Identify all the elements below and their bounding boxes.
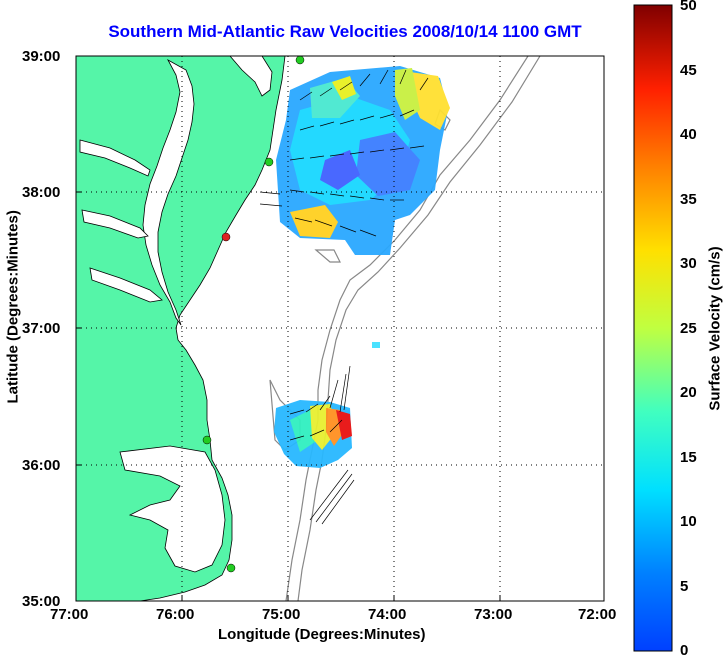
y-tick-label: 35:00 xyxy=(22,593,61,610)
colorbar-tick: 5 xyxy=(680,578,689,595)
station-marker xyxy=(226,563,236,573)
grid xyxy=(76,56,604,601)
x-axis-label: Longitude (Degrees:Minutes) xyxy=(218,626,426,643)
colorbar-label: Surface Velocity (cm/s) xyxy=(706,246,724,411)
y-tick-label: 36:00 xyxy=(22,457,61,474)
station-marker xyxy=(295,55,305,65)
y-tick-label: 37:00 xyxy=(22,320,61,337)
colorbar-tick: 45 xyxy=(680,62,697,79)
radar-stations xyxy=(202,55,305,573)
colorbar-tick: 40 xyxy=(680,126,697,143)
colorbar-tick: 35 xyxy=(680,191,697,208)
station-marker xyxy=(221,232,231,242)
map-title: Southern Mid-Atlantic Raw Velocities 200… xyxy=(108,22,582,41)
x-tick-label: 77:00 xyxy=(50,606,89,623)
velocity-vectors-south xyxy=(289,365,355,525)
x-tick-label: 73:00 xyxy=(474,606,513,623)
y-axis-label: Latitude (Degrees:Minutes) xyxy=(4,210,22,404)
x-tick-label: 75:00 xyxy=(262,606,301,623)
x-tick-label: 72:00 xyxy=(578,606,617,623)
colorbar-tick: 25 xyxy=(680,320,697,337)
velocity-field-south xyxy=(274,342,380,468)
colorbar-tick: 30 xyxy=(680,255,697,272)
pamlico-sound xyxy=(119,445,226,573)
colorbar xyxy=(633,4,673,652)
station-marker xyxy=(202,435,212,445)
colorbar-tick: 20 xyxy=(680,384,697,401)
colorbar-tick: 50 xyxy=(680,0,697,14)
velocity-vectors-north xyxy=(259,69,429,237)
colorbar-tick: 15 xyxy=(680,449,697,466)
station-marker xyxy=(264,157,274,167)
y-tick-label: 39:00 xyxy=(22,48,61,65)
x-tick-label: 76:00 xyxy=(156,606,195,623)
chesapeake-bay xyxy=(142,58,195,326)
colorbar-tick: 0 xyxy=(680,642,689,659)
x-tick-label: 74:00 xyxy=(368,606,407,623)
colorbar-tick: 10 xyxy=(680,513,697,530)
y-tick-label: 38:00 xyxy=(22,184,61,201)
